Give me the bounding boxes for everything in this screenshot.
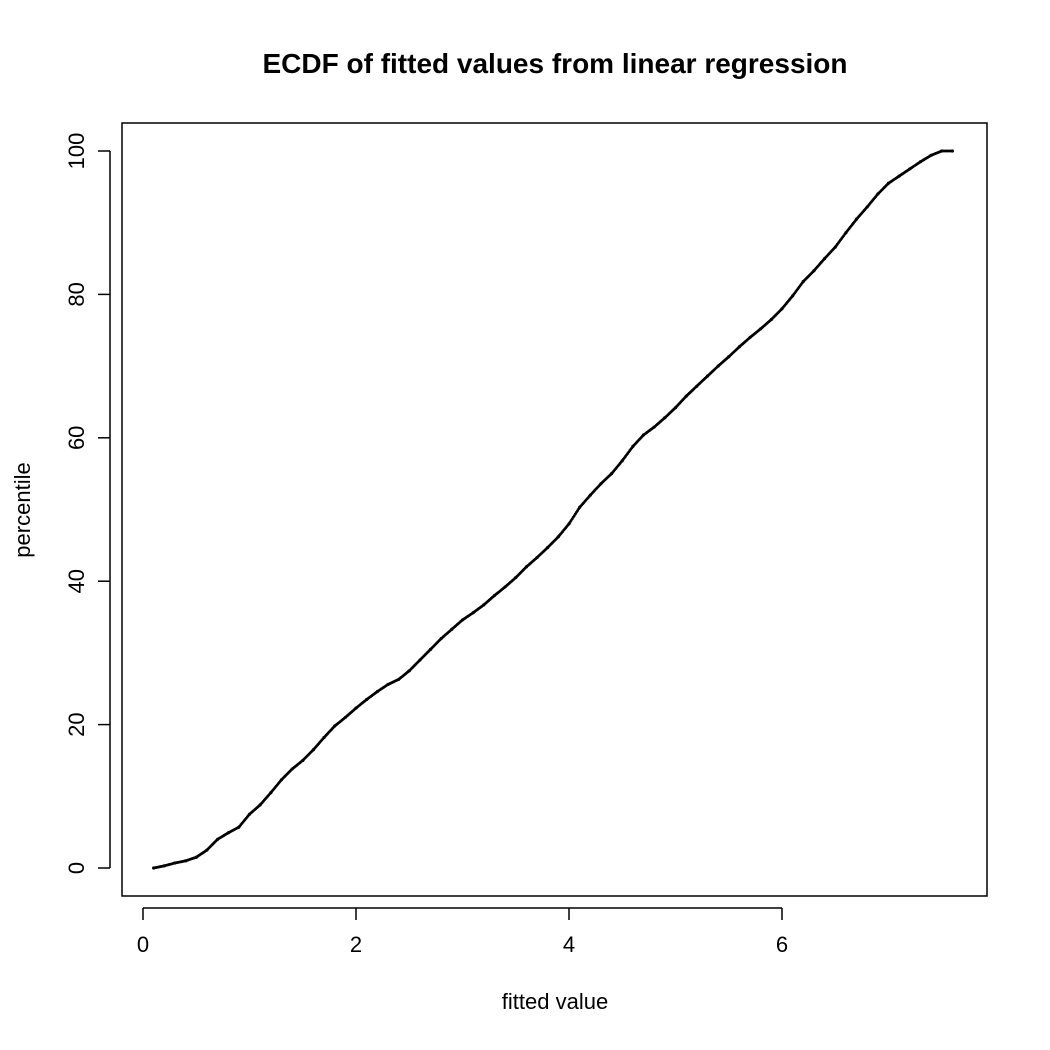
chart-title: ECDF of fitted values from linear regres…: [262, 48, 847, 79]
x-axis-label: fitted value: [502, 989, 608, 1014]
ecdf-series: [152, 149, 955, 870]
x-tick-label: 4: [563, 932, 575, 957]
y-tick-label: 20: [64, 712, 89, 736]
x-tick-label: 0: [137, 932, 149, 957]
y-tick-label: 60: [64, 426, 89, 450]
y-tick-label: 40: [64, 569, 89, 593]
y-tick-label: 0: [64, 862, 89, 874]
y-axis-label: percentile: [10, 462, 35, 557]
x-tick-label: 6: [776, 932, 788, 957]
x-tick-label: 2: [350, 932, 362, 957]
y-tick-label: 80: [64, 282, 89, 306]
y-axis: 0 20 40 60 80 100: [64, 133, 111, 874]
y-tick-label: 100: [64, 133, 89, 170]
plot-frame: [121, 122, 988, 897]
x-axis: 0 2 4 6: [137, 907, 788, 957]
data-point: [950, 149, 955, 153]
